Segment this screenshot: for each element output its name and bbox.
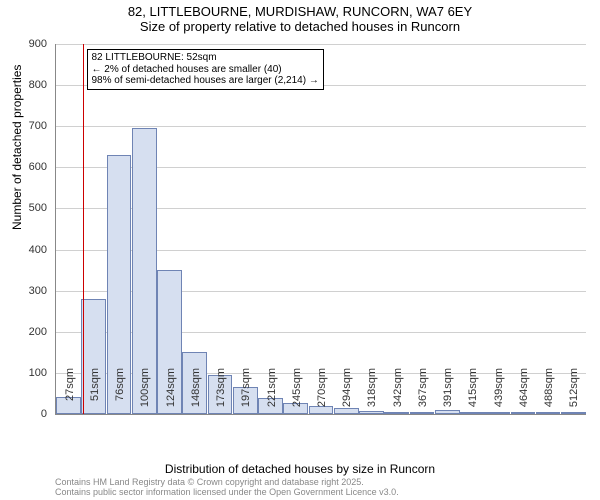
gridline <box>56 44 586 45</box>
x-tick-label: 488sqm <box>543 368 555 418</box>
x-tick-label: 100sqm <box>139 368 151 418</box>
x-tick-label: 27sqm <box>64 368 76 418</box>
y-tick-label: 700 <box>7 120 47 132</box>
callout-box: 82 LITTLEBOURNE: 52sqm← 2% of detached h… <box>87 49 324 90</box>
y-tick-label: 100 <box>7 367 47 379</box>
gridline <box>56 126 586 127</box>
x-tick-label: 512sqm <box>568 368 580 418</box>
callout-line2: ← 2% of detached houses are smaller (40) <box>92 64 319 76</box>
x-tick-label: 342sqm <box>392 368 404 418</box>
y-tick-label: 900 <box>7 38 47 50</box>
callout-line1: 82 LITTLEBOURNE: 52sqm <box>92 52 319 64</box>
footer: Contains HM Land Registry data © Crown c… <box>55 478 399 498</box>
x-tick-label: 439sqm <box>493 368 505 418</box>
marker-line <box>83 44 85 414</box>
y-tick-label: 300 <box>7 285 47 297</box>
x-tick-label: 173sqm <box>215 368 227 418</box>
x-tick-label: 51sqm <box>89 368 101 418</box>
y-tick-label: 400 <box>7 244 47 256</box>
title-block: 82, LITTLEBOURNE, MURDISHAW, RUNCORN, WA… <box>0 4 600 34</box>
y-tick-label: 200 <box>7 326 47 338</box>
x-tick-label: 76sqm <box>114 368 126 418</box>
x-tick-label: 148sqm <box>190 368 202 418</box>
x-tick-label: 391sqm <box>442 368 454 418</box>
plot-region: 82 LITTLEBOURNE: 52sqm← 2% of detached h… <box>55 44 586 415</box>
x-tick-label: 197sqm <box>240 368 252 418</box>
chart-container: 82, LITTLEBOURNE, MURDISHAW, RUNCORN, WA… <box>0 0 600 500</box>
x-tick-label: 294sqm <box>341 368 353 418</box>
x-tick-label: 245sqm <box>291 368 303 418</box>
x-tick-label: 318sqm <box>366 368 378 418</box>
x-tick-label: 124sqm <box>165 368 177 418</box>
x-axis-label: Distribution of detached houses by size … <box>0 462 600 476</box>
y-tick-label: 0 <box>7 408 47 420</box>
footer-line2: Contains public sector information licen… <box>55 488 399 498</box>
y-tick-label: 500 <box>7 202 47 214</box>
y-tick-label: 600 <box>7 161 47 173</box>
x-tick-label: 270sqm <box>316 368 328 418</box>
title-line1: 82, LITTLEBOURNE, MURDISHAW, RUNCORN, WA… <box>0 4 600 19</box>
callout-line3: 98% of semi-detached houses are larger (… <box>92 75 319 87</box>
y-tick-label: 800 <box>7 79 47 91</box>
x-tick-label: 464sqm <box>518 368 530 418</box>
chart-area: 82 LITTLEBOURNE: 52sqm← 2% of detached h… <box>55 44 585 414</box>
x-tick-label: 415sqm <box>467 368 479 418</box>
x-tick-label: 221sqm <box>266 368 278 418</box>
x-tick-label: 367sqm <box>417 368 429 418</box>
title-line2: Size of property relative to detached ho… <box>0 19 600 34</box>
